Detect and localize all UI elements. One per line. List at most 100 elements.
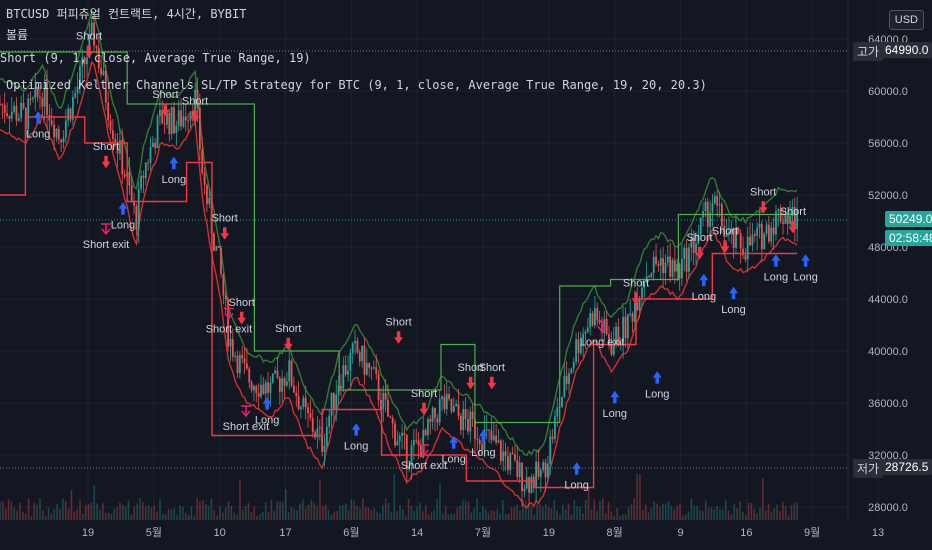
price-axis[interactable]: 64000.060000.056000.052000.048000.044000… <box>868 34 908 514</box>
volume-bar <box>767 503 770 520</box>
volume-bar <box>162 514 164 520</box>
volume-bar <box>562 504 564 520</box>
volume-bar <box>416 506 418 520</box>
candle-body <box>631 313 634 322</box>
volume-bar <box>176 515 178 520</box>
volume-bar <box>773 508 776 520</box>
candle-body <box>250 382 253 391</box>
candle-body <box>344 365 347 375</box>
volume-bar <box>307 504 310 520</box>
volume-bar <box>233 512 236 520</box>
candle-body <box>257 392 260 397</box>
candle-body <box>354 340 356 344</box>
volume-bar <box>359 507 361 520</box>
volume-bar <box>679 503 681 520</box>
volume-bar <box>796 502 798 520</box>
volume-bar <box>590 509 593 520</box>
time-tick-label: 7월 <box>475 526 491 539</box>
signal-label: Long <box>441 454 465 466</box>
volume-bar <box>362 498 364 520</box>
indicator-short-label[interactable]: Short (9, 1, close, Average True Range, … <box>0 51 311 65</box>
indicator-strategy-label[interactable]: Optimized Keltner Channels SL/TP Strateg… <box>6 78 707 92</box>
volume-bar <box>333 511 336 520</box>
candle-body <box>763 233 766 250</box>
candle-body <box>657 263 660 266</box>
volume-bar <box>687 511 690 520</box>
volume-bar <box>167 509 170 520</box>
signal-label: Short exit <box>223 421 269 433</box>
candle-body <box>589 313 592 328</box>
signal-label: Short <box>93 141 119 153</box>
candle-body <box>69 108 72 120</box>
candle-body <box>690 238 693 248</box>
volume-bar <box>427 514 430 520</box>
candle-body <box>671 259 674 277</box>
candle-body <box>408 465 411 470</box>
time-tick-label: 10 <box>214 527 226 539</box>
candle-body <box>396 441 399 446</box>
volume-bar <box>7 499 10 520</box>
candle-body <box>723 226 726 237</box>
candle-body <box>325 426 328 446</box>
volume-bar <box>713 509 716 520</box>
candle-body <box>60 139 63 143</box>
volume-bar <box>70 489 73 520</box>
candle-body <box>173 107 175 133</box>
volume-bar <box>282 501 284 520</box>
volume-bar <box>550 508 553 520</box>
time-tick-label: 8월 <box>607 526 623 539</box>
signal-arrow <box>758 201 768 214</box>
candle-body <box>274 370 277 374</box>
signal-arrow <box>419 444 429 457</box>
candle-body <box>36 87 39 97</box>
volume-bar <box>90 502 93 520</box>
signal-arrow <box>487 376 497 390</box>
candle-body <box>692 238 695 254</box>
volume-bar <box>696 505 698 520</box>
volume-indicator-label[interactable]: 볼륨 <box>6 28 29 42</box>
volume-bar <box>407 498 410 520</box>
currency-button[interactable]: USD <box>888 10 924 30</box>
volume-bar <box>587 488 590 520</box>
volume-bar <box>636 473 638 520</box>
candle-body <box>140 175 142 190</box>
candle-body <box>516 460 519 477</box>
volume-bar <box>473 508 476 520</box>
volume-bar <box>227 501 230 520</box>
volume-bar <box>224 507 227 520</box>
candle-body <box>424 429 427 436</box>
candle-body <box>365 362 368 375</box>
candle-body <box>189 111 192 121</box>
volume-bar <box>22 511 24 520</box>
channel-upper-line <box>0 9 798 457</box>
volume-bar <box>364 506 367 520</box>
volume-bar <box>36 505 38 520</box>
volume-bar <box>96 503 98 520</box>
candle-body <box>130 185 133 201</box>
volume-bar <box>184 512 187 520</box>
signal-arrow <box>169 156 179 170</box>
volume-bar <box>462 499 464 520</box>
candle-body <box>184 116 187 121</box>
volume-bar <box>764 510 767 520</box>
candle-body <box>361 345 364 362</box>
time-axis[interactable]: 19 5월 10 17 6월 14 7월 19 8월 9 16 9월 13 <box>82 526 884 539</box>
volume-bar <box>213 510 216 520</box>
candle-body <box>62 137 65 143</box>
volume-bar <box>479 512 481 520</box>
candle-body <box>768 224 770 242</box>
signal-label: Short exit <box>83 239 129 251</box>
volume-bar <box>733 503 736 520</box>
volume-bar <box>356 505 358 520</box>
volume-bar <box>644 504 647 520</box>
candle-body <box>323 445 326 452</box>
candle-body <box>398 435 401 442</box>
signal-label: Short <box>152 89 178 101</box>
candle-body <box>570 368 573 374</box>
candle-body <box>0 104 1 105</box>
volume-bar <box>370 510 373 520</box>
volume-bar <box>456 507 458 520</box>
volume-bar <box>502 500 504 520</box>
volume-bar <box>159 498 161 520</box>
